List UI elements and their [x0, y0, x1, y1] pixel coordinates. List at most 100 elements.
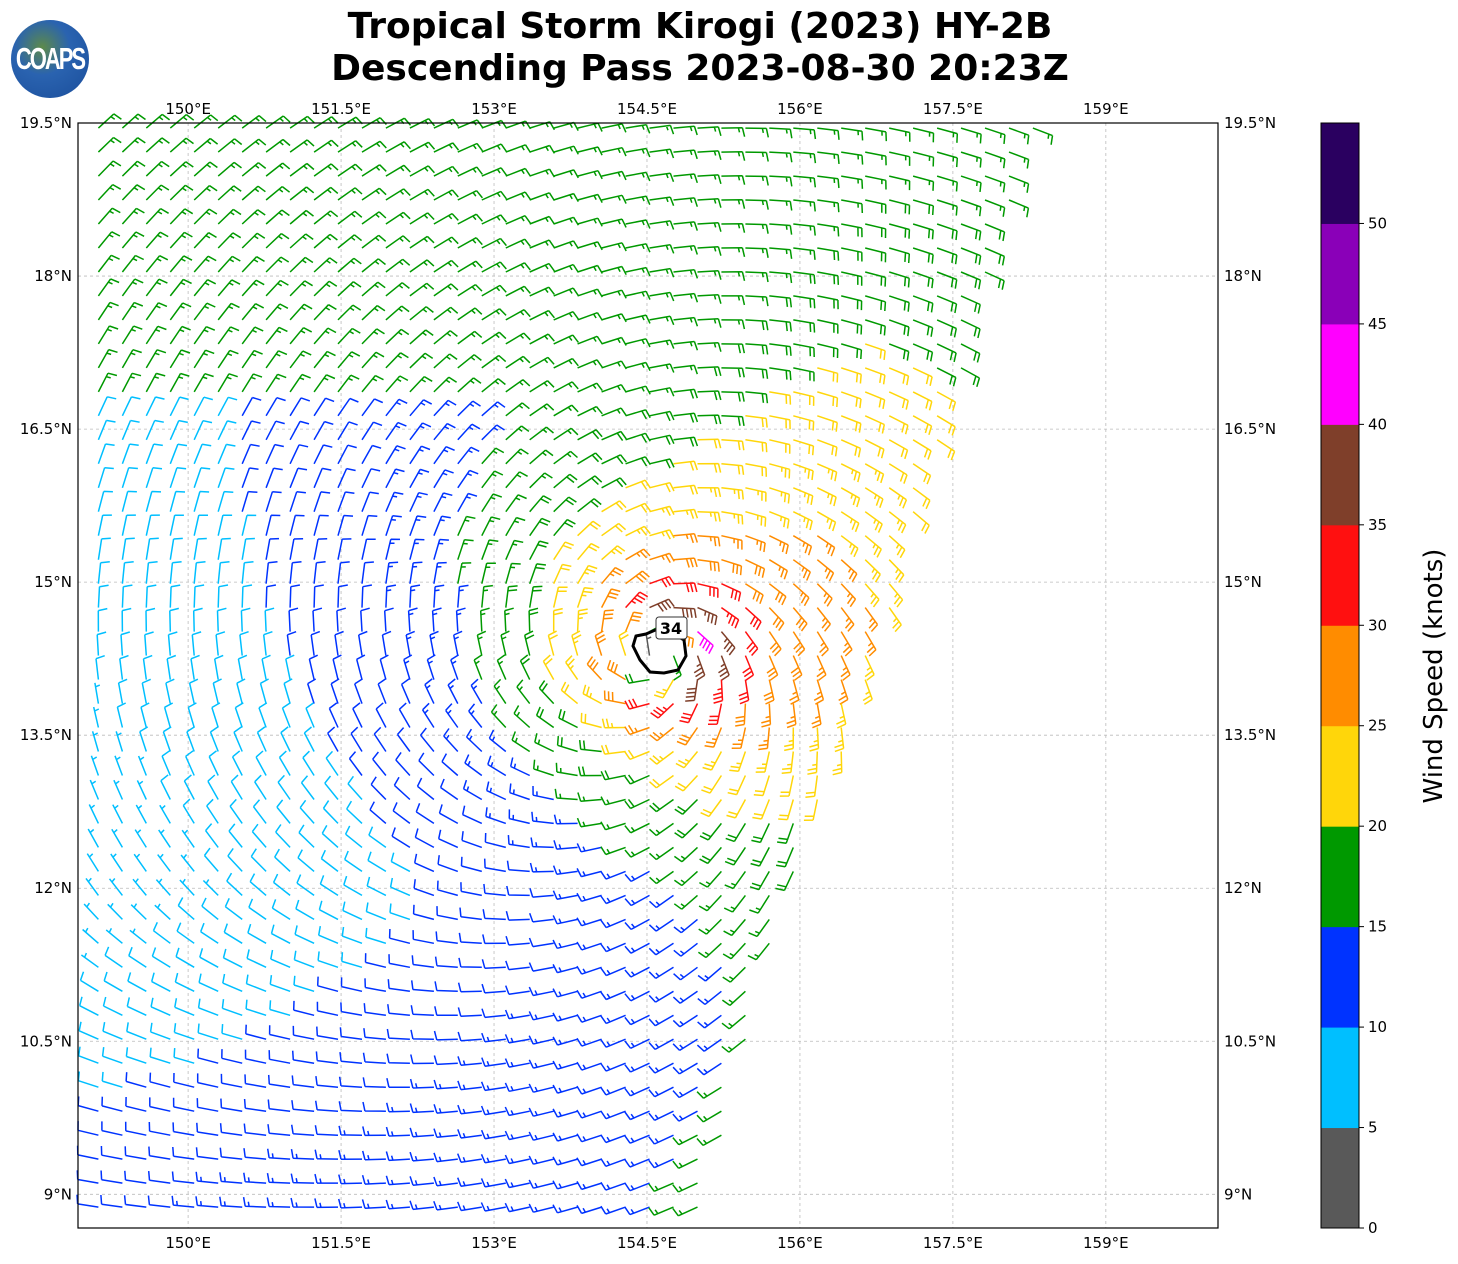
- wind-barb: [433, 306, 459, 321]
- x-tick-label-top: 150°E: [165, 100, 211, 118]
- wind-barb: [313, 420, 334, 441]
- y-tick-label-right: 9°N: [1224, 1185, 1252, 1203]
- wind-barb: [673, 436, 699, 447]
- wind-barb: [793, 151, 817, 164]
- wind-barb: [721, 222, 746, 233]
- wind-barb: [840, 343, 863, 360]
- wind-barb: [457, 1056, 482, 1066]
- wind-barb: [173, 1023, 195, 1040]
- wind-barb: [76, 1194, 99, 1208]
- wind-barb: [85, 877, 100, 896]
- wind-barb: [239, 630, 249, 656]
- wind-barb: [416, 777, 435, 801]
- wind-barb: [322, 800, 339, 824]
- wind-barb: [624, 1182, 650, 1192]
- wind-barb: [281, 702, 291, 728]
- wind-barb: [385, 445, 406, 465]
- wind-barb: [149, 1022, 171, 1040]
- wind-barb: [97, 207, 121, 225]
- wind-barb: [121, 231, 145, 249]
- wind-barb: [303, 726, 315, 752]
- wind-barb: [653, 679, 675, 699]
- wind-barb: [217, 279, 241, 297]
- wind-barb: [960, 367, 981, 388]
- y-tick-label-right: 13.5°N: [1224, 726, 1276, 744]
- wind-barb: [409, 468, 430, 489]
- wind-barb: [648, 1038, 674, 1051]
- wind-barb: [624, 673, 650, 684]
- wind-barb: [506, 860, 530, 873]
- wind-barb: [699, 822, 722, 841]
- wind-barb: [528, 585, 543, 608]
- wind-barb: [447, 678, 459, 704]
- wind-barb: [103, 971, 123, 992]
- wind-barb: [241, 209, 266, 225]
- wind-barb: [234, 702, 244, 728]
- wind-barb: [745, 343, 769, 355]
- wind-barb: [100, 1145, 123, 1160]
- wind-barb: [721, 1038, 746, 1053]
- wind-barb: [265, 584, 277, 608]
- wind-barb: [693, 655, 706, 681]
- wind-barb: [457, 446, 480, 465]
- wind-barb: [529, 380, 555, 393]
- wind-barb: [984, 127, 1006, 144]
- wind-barb: [431, 607, 442, 632]
- wind-barb: [553, 169, 579, 179]
- wind-barb: [577, 335, 603, 345]
- wind-barb: [433, 538, 449, 560]
- wind-barb: [385, 398, 408, 417]
- wind-barb: [552, 1084, 578, 1094]
- wind-barb: [289, 327, 313, 345]
- wind-barb: [577, 122, 603, 132]
- wind-barb: [457, 377, 482, 393]
- wind-barb: [673, 268, 699, 279]
- wind-barb: [270, 924, 291, 944]
- wind-barb: [97, 278, 120, 297]
- wind-barb: [457, 1201, 482, 1212]
- wind-barb: [701, 775, 723, 794]
- wind-barb: [811, 703, 822, 729]
- wind-barb: [410, 1054, 434, 1065]
- wind-barb: [145, 443, 163, 465]
- wind-barb: [145, 113, 171, 129]
- wind-barb: [327, 726, 339, 752]
- wind-barb: [697, 510, 721, 522]
- wind-barb: [529, 862, 554, 873]
- wind-barb: [193, 419, 213, 441]
- wind-barb: [697, 990, 722, 1005]
- wind-barb: [266, 1197, 291, 1208]
- wind-barb: [328, 702, 339, 728]
- wind-barb: [793, 415, 815, 431]
- wind-barb: [912, 463, 932, 485]
- wind-barb: [243, 1098, 267, 1112]
- wind-barb: [337, 281, 362, 297]
- wind-barb: [841, 223, 863, 238]
- wind-barb: [784, 727, 795, 752]
- wind-barb: [528, 563, 546, 584]
- wind-barb: [600, 942, 626, 953]
- wind-barb: [145, 255, 169, 273]
- wind-barb: [383, 607, 394, 632]
- wind-barb: [481, 562, 496, 584]
- wind-barb: [513, 705, 531, 729]
- wind-barb: [289, 537, 304, 560]
- wind-barb: [601, 265, 627, 276]
- wind-barb: [266, 1148, 291, 1160]
- wind-barb: [649, 798, 674, 813]
- wind-barb: [433, 330, 458, 345]
- contour-label-box: [655, 616, 688, 640]
- wind-barb: [255, 750, 267, 776]
- wind-barb: [552, 1060, 578, 1070]
- wind-barb: [387, 1004, 410, 1017]
- wind-barb: [125, 1096, 147, 1112]
- wind-barb: [493, 678, 507, 705]
- wind-barb: [159, 804, 171, 824]
- wind-barb: [433, 1079, 458, 1090]
- wind-barb: [721, 367, 745, 378]
- colorbar-label: Wind Speed (knots): [1419, 549, 1449, 804]
- wind-barb: [132, 878, 147, 896]
- wind-barb: [601, 242, 627, 252]
- wind-barb: [169, 419, 188, 441]
- wind-barb: [984, 175, 1006, 193]
